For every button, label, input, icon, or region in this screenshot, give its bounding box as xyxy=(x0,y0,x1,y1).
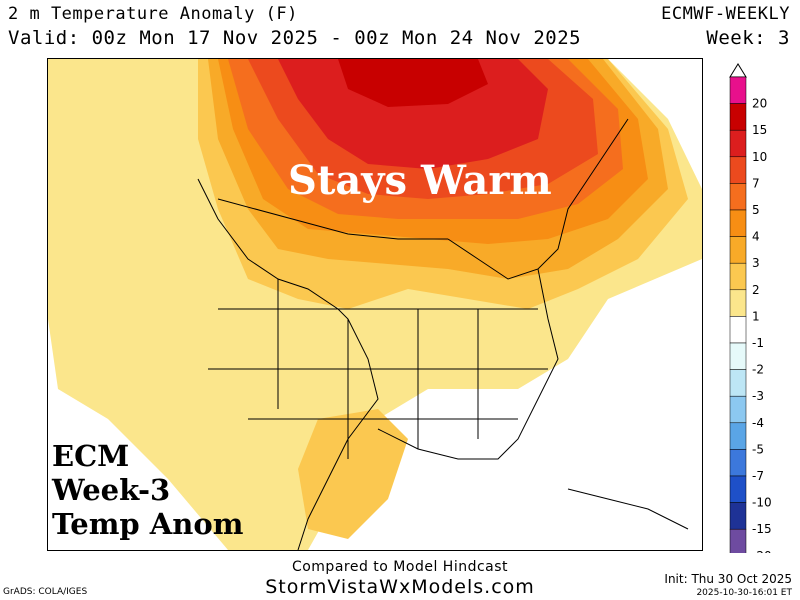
colorbar-tick-label: -3 xyxy=(752,389,764,403)
colorbar-tick-label: -5 xyxy=(752,442,764,456)
colorbar-tick-label: 4 xyxy=(752,230,760,244)
colorbar-swatch xyxy=(729,183,747,211)
anomaly-map: Stays Warm ECM Week-3 Temp Anom xyxy=(47,58,703,551)
overlay-title: Stays Warm xyxy=(288,157,552,204)
colorbar-tick-label: -4 xyxy=(752,416,764,430)
init-time: Init: Thu 30 Oct 2025 xyxy=(664,572,792,586)
colorbar: 20 15 10 7 5 4 3 2 1 -1 -2 -3 -4 -5 -7 -10 -15 -20 xyxy=(729,63,772,553)
colorbar-tick-label: 3 xyxy=(752,256,760,270)
colorbar-tick-label: 15 xyxy=(752,123,767,137)
colorbar-tick-label: -10 xyxy=(752,496,772,510)
boundary-lines xyxy=(197,118,689,550)
colorbar-tick-label: -2 xyxy=(752,363,764,377)
colorbar-tick-label: 1 xyxy=(752,309,760,323)
corner-label-line-2: Week-3 xyxy=(52,473,171,507)
colorbar-tick-label: 7 xyxy=(752,176,760,190)
grads-credit: GrADS: COLA/IGES xyxy=(3,587,88,597)
colorbar-top-arrow xyxy=(729,63,747,78)
colorbar-tick-label: 2 xyxy=(752,283,760,297)
timestamp: 2025-10-30-16:01 ET xyxy=(696,588,792,598)
colorbar-swatch xyxy=(729,76,747,104)
colorbar-tick-label: 10 xyxy=(752,150,767,164)
colorbar-swatch xyxy=(729,342,747,370)
week-label: Week: 3 xyxy=(706,27,790,49)
anomaly-15-20 xyxy=(338,59,488,107)
colorbar-swatch xyxy=(729,475,747,503)
colorbar-swatch xyxy=(729,209,747,237)
colorbar-tick-label: 20 xyxy=(752,97,767,111)
hindcast-note: Compared to Model Hindcast xyxy=(291,559,509,575)
colorbar-tick-label: 5 xyxy=(752,203,760,217)
site-name: StormVistaWxModels.com xyxy=(265,576,535,598)
corner-label-line-3: Temp Anom xyxy=(52,507,244,541)
valid-period: Valid: 00z Mon 17 Nov 2025 - 00z Mon 24 … xyxy=(8,27,582,49)
colorbar-swatch xyxy=(729,236,747,264)
anomaly-2-3-south xyxy=(298,409,408,539)
colorbar-swatch xyxy=(729,262,747,291)
colorbar-tick-label: -20 xyxy=(752,549,772,553)
colorbar-swatch xyxy=(729,129,747,158)
colorbar-tick-label: -1 xyxy=(752,336,764,350)
colorbar-swatch xyxy=(729,289,747,317)
colorbar-swatch xyxy=(729,502,747,530)
corner-label: ECM Week-3 Temp Anom xyxy=(52,439,243,541)
colorbar-tick-label: -15 xyxy=(752,522,772,536)
colorbar-swatch xyxy=(729,422,747,450)
colorbar-tick-label: -7 xyxy=(752,469,764,483)
colorbar-swatch xyxy=(729,103,747,131)
corner-label-line-1: ECM xyxy=(52,439,130,473)
colorbar-swatch xyxy=(729,316,747,344)
colorbar-swatch xyxy=(729,369,747,397)
map-graphic xyxy=(48,59,702,550)
colorbar-swatch xyxy=(729,395,747,424)
model-name: ECMWF-WEEKLY xyxy=(661,4,790,24)
map-title: 2 m Temperature Anomaly (F) xyxy=(8,4,298,24)
colorbar-swatch xyxy=(729,156,747,184)
colorbar-swatch xyxy=(729,449,747,477)
colorbar-swatch xyxy=(729,528,747,553)
